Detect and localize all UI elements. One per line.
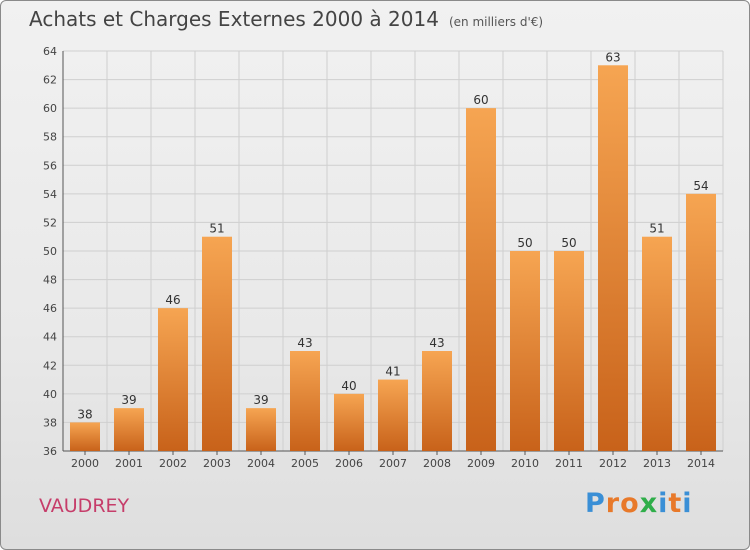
data-label-2013: 51 xyxy=(649,222,664,236)
bar-2007 xyxy=(378,379,408,451)
x-tick-label-2009: 2009 xyxy=(467,457,495,470)
y-tick-label: 64 xyxy=(43,45,57,58)
x-tick-label-2002: 2002 xyxy=(159,457,187,470)
logo-letter: P xyxy=(585,488,606,519)
y-tick-label: 50 xyxy=(43,245,57,258)
y-tick-label: 60 xyxy=(43,102,57,115)
x-tick-label-2003: 2003 xyxy=(203,457,231,470)
x-tick-label-2004: 2004 xyxy=(247,457,275,470)
x-tick-label-2006: 2006 xyxy=(335,457,363,470)
bar-2001 xyxy=(114,408,144,451)
data-label-2009: 60 xyxy=(473,93,488,107)
y-tick-label: 44 xyxy=(43,331,57,344)
bar-2006 xyxy=(334,393,364,451)
y-tick-label: 56 xyxy=(43,159,57,172)
labels: 38 39 46 51 39 43 40 41 43 60 50 50 63 51 54 xyxy=(77,50,708,421)
data-label-2010: 50 xyxy=(517,236,532,250)
logo-letter: t xyxy=(668,488,683,519)
data-label-2008: 43 xyxy=(429,336,444,350)
logo-letter: o xyxy=(620,488,640,519)
chart-title-text: Achats et Charges Externes 2000 à 2014 xyxy=(29,7,439,31)
y-tick-label: 46 xyxy=(43,302,57,315)
x-tick-label-2000: 2000 xyxy=(71,457,99,470)
bar-2000 xyxy=(70,422,100,451)
axes: 36 38 40 42 44 46 48 50 52 54 56 58 60 62 64 2000 2001 20… xyxy=(43,45,723,470)
logo-letter: i xyxy=(658,488,669,519)
y-tick-label: 36 xyxy=(43,445,57,458)
logo-letter: i xyxy=(682,488,693,519)
y-tick-label: 54 xyxy=(43,188,57,201)
bar-2004 xyxy=(246,408,276,451)
x-tick-label-2007: 2007 xyxy=(379,457,407,470)
bar-2009 xyxy=(466,108,496,452)
commune-name: VAUDREY xyxy=(39,495,130,517)
bar-2008 xyxy=(422,351,452,451)
bar-2013 xyxy=(642,236,672,451)
chart-unit: (en milliers d'€) xyxy=(448,15,544,29)
bar-2005 xyxy=(290,351,320,451)
y-tick-label: 38 xyxy=(43,416,57,429)
data-label-2012: 63 xyxy=(605,50,620,64)
data-label-2002: 46 xyxy=(165,293,180,307)
data-label-2003: 51 xyxy=(209,222,224,236)
x-tick-label-2011: 2011 xyxy=(555,457,583,470)
logo-letter: r xyxy=(605,488,621,519)
data-label-2000: 38 xyxy=(77,407,92,421)
bar-2010 xyxy=(510,251,540,451)
y-tick-label: 52 xyxy=(43,216,57,229)
y-tick-label: 48 xyxy=(43,274,57,287)
bars xyxy=(70,65,716,452)
logo-letter: x xyxy=(639,488,659,519)
y-tick-label: 58 xyxy=(43,131,57,144)
bar-2003 xyxy=(202,236,232,451)
data-label-2011: 50 xyxy=(561,236,576,250)
y-tick-label: 62 xyxy=(43,74,57,87)
bar-2002 xyxy=(158,308,188,451)
data-label-2007: 41 xyxy=(385,365,400,379)
x-tick-label-2012: 2012 xyxy=(599,457,627,470)
data-label-2005: 43 xyxy=(297,336,312,350)
x-tick-label-2013: 2013 xyxy=(643,457,671,470)
y-tick-label: 40 xyxy=(43,388,57,401)
x-tick-label-2005: 2005 xyxy=(291,457,319,470)
bar-2012 xyxy=(598,65,628,452)
data-label-2004: 39 xyxy=(253,393,268,407)
bar-2014 xyxy=(686,193,716,451)
bar-2011 xyxy=(554,251,584,451)
y-tick-label: 42 xyxy=(43,359,57,372)
chart-title: Achats et Charges Externes 2000 à 2014 (e… xyxy=(29,7,543,31)
x-tick-label-2014: 2014 xyxy=(687,457,715,470)
data-label-2006: 40 xyxy=(341,379,356,393)
proxiti-logo: Proxiti xyxy=(585,488,693,519)
data-label-2014: 54 xyxy=(693,179,708,193)
x-tick-label-2008: 2008 xyxy=(423,457,451,470)
x-tick-label-2001: 2001 xyxy=(115,457,143,470)
x-tick-label-2010: 2010 xyxy=(511,457,539,470)
data-label-2001: 39 xyxy=(121,393,136,407)
